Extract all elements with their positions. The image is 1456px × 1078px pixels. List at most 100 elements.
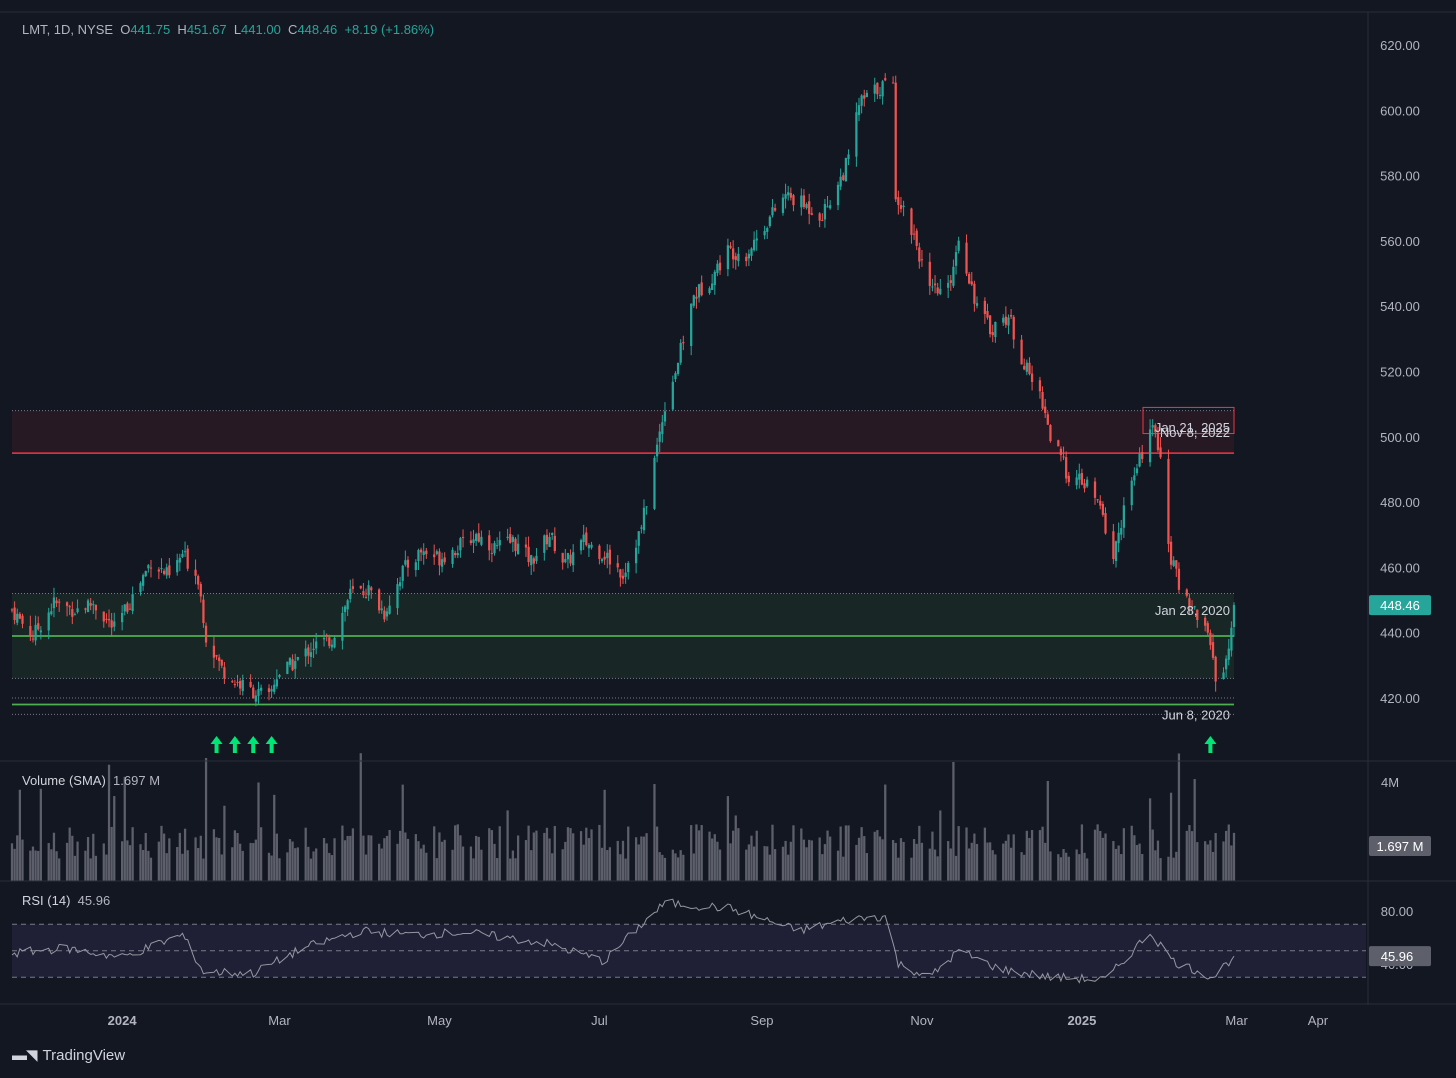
volume-bar [800, 828, 803, 881]
candle-body [162, 570, 166, 574]
level-annotation: Nov 8, 2022 [1160, 425, 1230, 440]
candle-body [1211, 642, 1215, 658]
volume-bar [572, 833, 575, 881]
candle-body [957, 240, 960, 251]
volume-bar [598, 824, 601, 881]
volume-bar [878, 836, 882, 881]
candle-body [532, 558, 535, 564]
volume-bar [1025, 830, 1028, 881]
volume-bar [582, 844, 585, 881]
candle-body [621, 575, 625, 579]
volume-bar [1004, 840, 1007, 881]
candle-body [10, 609, 14, 611]
volume-bar [986, 842, 989, 881]
volume-bar [1209, 840, 1212, 881]
candle-body [514, 538, 517, 552]
volume-bar [1148, 798, 1152, 881]
low-label: L [233, 22, 242, 37]
volume-bar [273, 794, 276, 881]
candle-body [183, 551, 187, 553]
candle-body [398, 582, 402, 587]
candle-body [380, 608, 383, 611]
price-tick-label: 500.00 [1380, 430, 1420, 445]
volume-bar [1190, 831, 1194, 881]
candle-body [362, 591, 365, 596]
volume-bar [645, 833, 648, 881]
volume-bar [367, 835, 370, 881]
volume-bar [123, 776, 126, 881]
volume-bar [991, 850, 994, 881]
volume-bar [674, 853, 677, 881]
candle-body [435, 551, 438, 555]
legend-exchange: NYSE [77, 22, 114, 37]
volume-bar [527, 825, 530, 881]
volume-bar [802, 839, 806, 881]
time-tick-label: Mar [1225, 1013, 1248, 1028]
volume-bar [627, 826, 630, 881]
volume-legend-label: Volume (SMA) [22, 773, 106, 788]
volume-bar [325, 843, 328, 881]
volume-bar [931, 831, 934, 881]
volume-bar [768, 854, 771, 881]
volume-bar [257, 782, 260, 881]
volume-bar [68, 827, 71, 881]
volume-bar [1175, 851, 1178, 881]
volume-bar [671, 849, 674, 881]
volume-bar [1049, 851, 1052, 881]
volume-bar [16, 835, 19, 881]
candle-body [343, 606, 347, 613]
volume-bar [47, 843, 50, 881]
candle-body [884, 78, 887, 81]
volume-bar [514, 858, 517, 881]
candle-body [259, 687, 263, 691]
candle-body [1025, 362, 1028, 372]
low-value: 441.00 [241, 22, 281, 37]
candle-body [419, 549, 423, 553]
volume-bar [50, 849, 53, 881]
candle-body [713, 271, 716, 286]
candle-body [157, 569, 160, 572]
volume-bar [808, 839, 811, 881]
candle-body [1190, 606, 1194, 609]
candle-body [278, 674, 281, 678]
volume-bar [957, 826, 960, 881]
candle-body [582, 534, 585, 543]
candle-body [637, 531, 640, 546]
level-annotation: Jun 8, 2020 [1162, 707, 1230, 722]
candle-body [86, 600, 90, 613]
volume-bar [76, 841, 79, 881]
candle-body [836, 184, 840, 206]
candle-body [800, 195, 803, 208]
candle-body [404, 560, 407, 565]
volume-bar [587, 838, 591, 881]
volume-bar [839, 826, 842, 881]
volume-bar [1133, 835, 1136, 881]
candle-body [364, 596, 368, 598]
volume-bar [1156, 840, 1160, 881]
volume-bar [406, 838, 410, 881]
price-tick-label: 560.00 [1380, 234, 1420, 249]
candle-body [674, 373, 677, 380]
volume-bar [18, 789, 21, 881]
volume-bar [1151, 829, 1154, 881]
volume-bar [223, 805, 226, 881]
candle-body [1067, 475, 1070, 483]
candle-body [839, 176, 842, 187]
candle-body [254, 695, 258, 702]
candle-body [1232, 605, 1236, 627]
resistance-zone [12, 410, 1234, 454]
candle-body [252, 687, 255, 699]
open-value: 441.75 [130, 22, 171, 37]
volume-bar [784, 840, 787, 881]
volume-tick-label: 4M [1381, 775, 1399, 790]
candle-body [545, 534, 549, 545]
candle-body [928, 261, 931, 286]
candle-body [52, 597, 56, 609]
candle-body [181, 553, 184, 558]
tradingview-brand[interactable]: ▬◥ TradingView [12, 1046, 125, 1065]
candle-body [655, 444, 659, 457]
volume-bar [94, 855, 98, 881]
volume-bar [1083, 852, 1086, 881]
volume-bar [1059, 857, 1063, 881]
